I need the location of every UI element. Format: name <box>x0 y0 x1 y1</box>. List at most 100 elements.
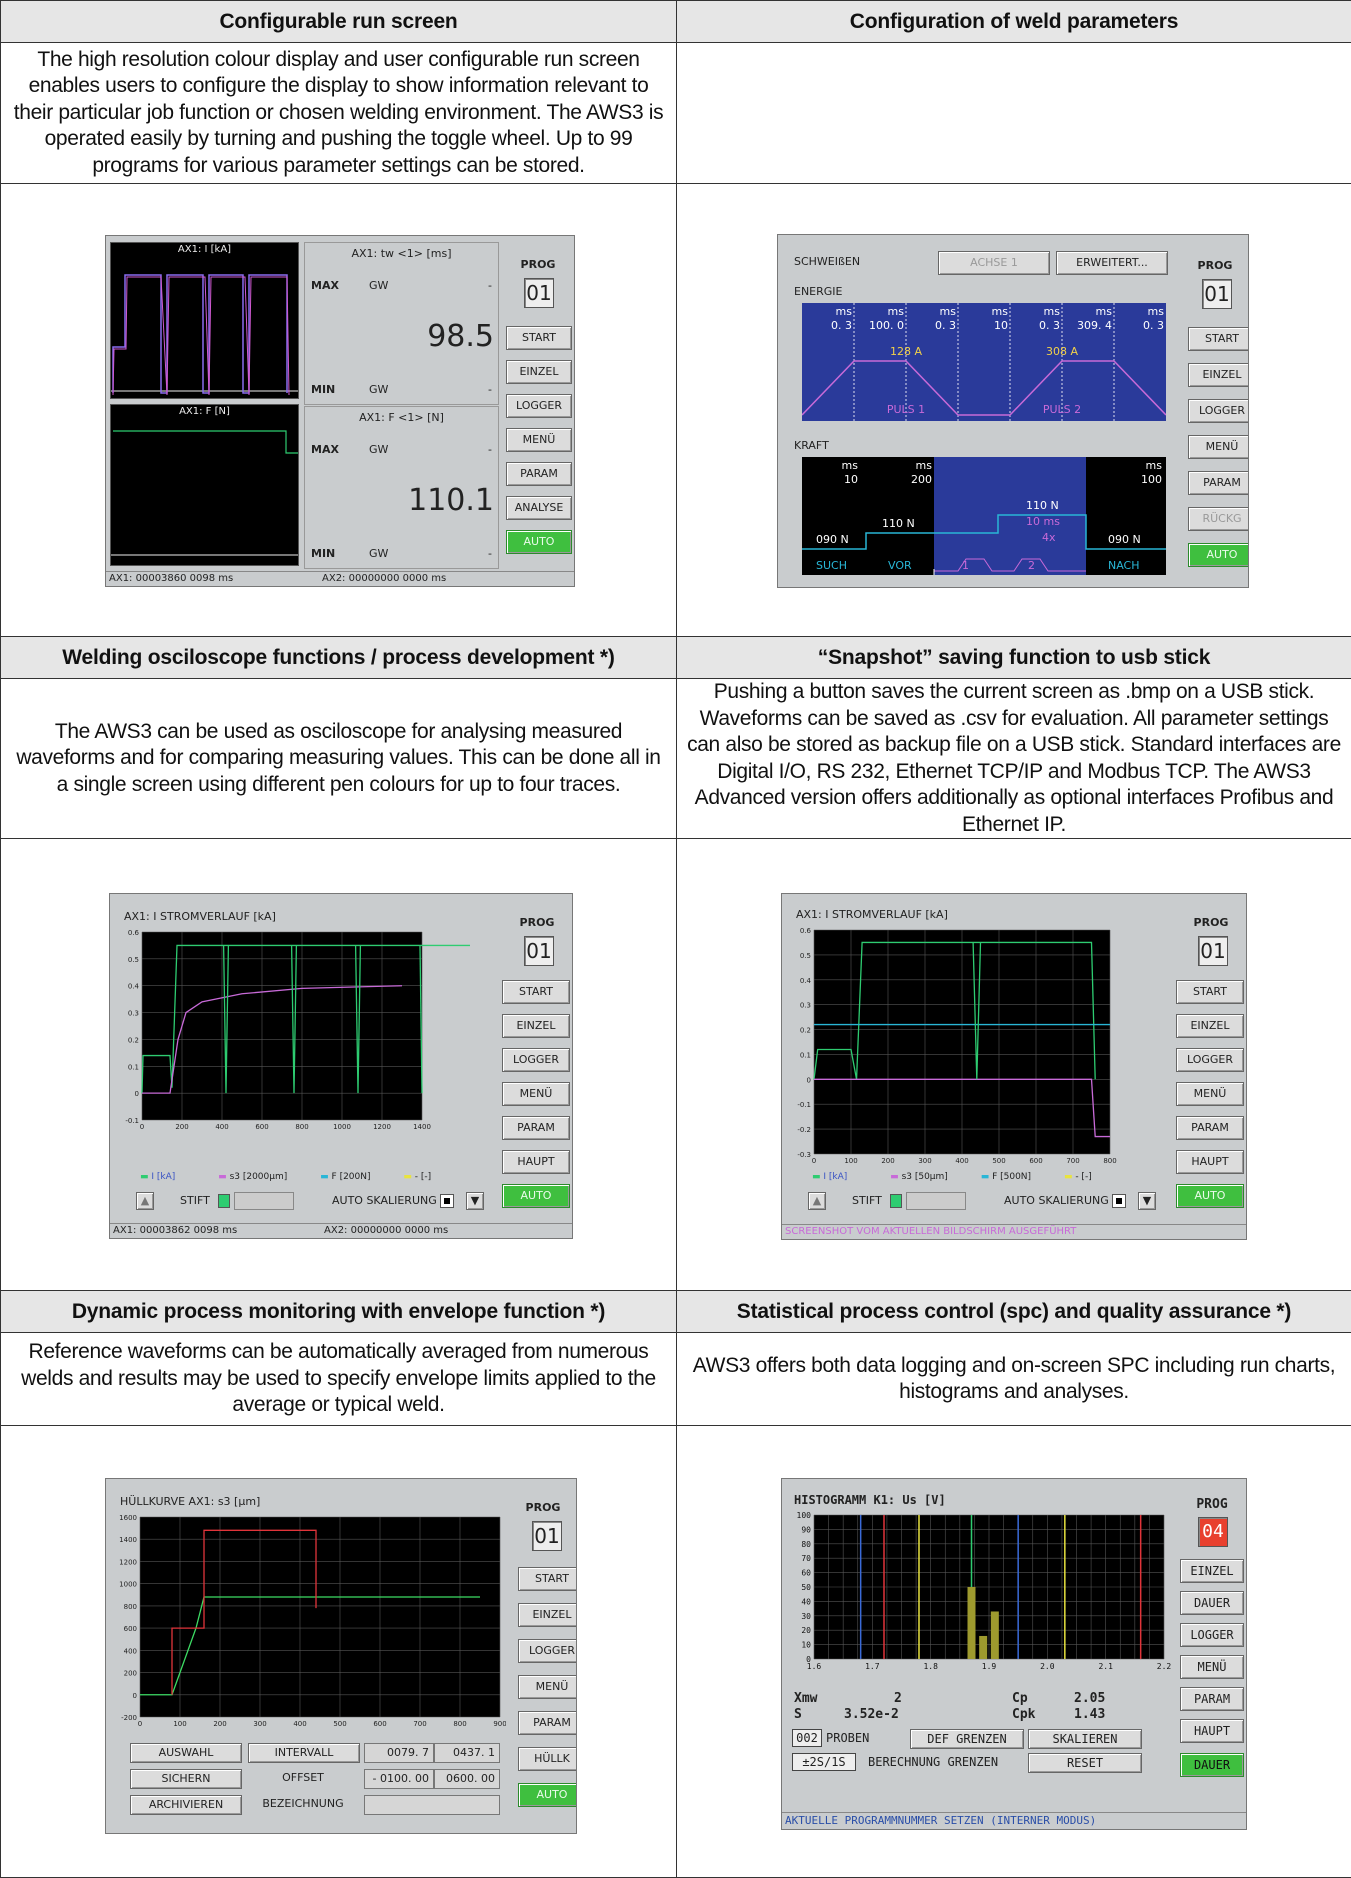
dash: - <box>488 383 492 396</box>
auto-button[interactable]: AUTO <box>502 1184 570 1208</box>
scale-button[interactable]: SKALIEREN <box>1028 1729 1142 1749</box>
prog-number[interactable]: 01 <box>1198 936 1228 966</box>
einzel-button[interactable]: EINZEL <box>1188 363 1249 387</box>
menu-button[interactable]: MENÜ <box>1180 1655 1244 1679</box>
start-button[interactable]: START <box>506 326 572 350</box>
prog-number[interactable]: 01 <box>524 278 554 308</box>
y-tick-label: 600 <box>124 1625 137 1633</box>
logger-button[interactable]: LOGGER <box>1176 1048 1244 1072</box>
y-tick-label: -0.1 <box>125 1117 139 1125</box>
interval-end-field[interactable]: 0437. 1 <box>434 1743 500 1763</box>
achse-button[interactable]: ACHSE 1 <box>938 251 1050 275</box>
bezeichnung-field[interactable] <box>364 1795 500 1815</box>
haupt-button[interactable]: HAUPT <box>502 1150 570 1174</box>
haupt-button[interactable]: HAUPT <box>1180 1719 1244 1743</box>
y-tick-label: 0.3 <box>128 1010 139 1018</box>
dash: - <box>488 279 492 292</box>
prog-number[interactable]: 01 <box>1202 279 1232 309</box>
y-tick-label: 50 <box>801 1583 811 1592</box>
samples-field[interactable]: 002 <box>792 1729 822 1747</box>
sigma-field[interactable]: ±2S/1S <box>792 1753 856 1771</box>
auto-scale-label: AUTO SKALIERUNG <box>1004 1194 1109 1207</box>
auto-button[interactable]: AUTO <box>506 530 572 554</box>
menu-button[interactable]: MENÜ <box>1176 1082 1244 1106</box>
y-tick-label: 1600 <box>119 1514 137 1522</box>
param-button[interactable]: PARAM <box>506 462 572 486</box>
screen-title: AX1: I STROMVERLAUF [kA] <box>124 910 276 923</box>
logger-button[interactable]: LOGGER <box>518 1639 577 1663</box>
kraft-time: 100 <box>1092 473 1162 486</box>
archivieren-button[interactable]: ARCHIVIEREN <box>130 1795 242 1815</box>
logger-button[interactable]: LOGGER <box>506 394 572 418</box>
param-button[interactable]: PARAM <box>1188 471 1249 495</box>
y-tick-label: 100 <box>797 1511 812 1520</box>
erweitert-button[interactable]: ERWEITERT... <box>1056 251 1168 275</box>
param-button[interactable]: PARAM <box>1176 1116 1244 1140</box>
auto-button[interactable]: AUTO <box>518 1783 577 1807</box>
sichern-button[interactable]: SICHERN <box>130 1769 242 1789</box>
histogram-bar <box>968 1587 976 1659</box>
legend-marker: ▬ <box>812 1172 821 1182</box>
offset-min-field[interactable]: - 0100. 00 <box>364 1769 434 1789</box>
menu-button[interactable]: MENÜ <box>502 1082 570 1106</box>
energie-label: ENERGIE <box>794 285 843 298</box>
interval-start-field[interactable]: 0079. 7 <box>364 1743 434 1763</box>
einzel-button[interactable]: EINZEL <box>518 1603 577 1627</box>
mid-ms: 10 ms <box>1026 515 1060 528</box>
scroll-down-button[interactable]: ▼ <box>1138 1192 1156 1210</box>
dauer-mode-button[interactable]: DAUER <box>1180 1753 1244 1777</box>
logger-button[interactable]: LOGGER <box>1188 399 1249 423</box>
auto-scale-checkbox[interactable] <box>1112 1194 1126 1208</box>
param-button[interactable]: PARAM <box>502 1116 570 1140</box>
param-button[interactable]: PARAM <box>518 1711 577 1735</box>
start-button[interactable]: START <box>1188 327 1249 351</box>
puls2-current: 308 A <box>1010 345 1114 358</box>
start-button[interactable]: START <box>502 980 570 1004</box>
logger-button[interactable]: LOGGER <box>502 1048 570 1072</box>
analyse-button[interactable]: ANALYSE <box>506 496 572 520</box>
start-button[interactable]: START <box>1176 980 1244 1004</box>
prog-number[interactable]: 01 <box>524 936 554 966</box>
scroll-down-button[interactable]: ▼ <box>466 1192 484 1210</box>
intervall-button[interactable]: INTERVALL <box>248 1743 360 1763</box>
param-button[interactable]: PARAM <box>1180 1687 1244 1711</box>
prog-number[interactable]: 04 <box>1198 1517 1228 1547</box>
prog-number[interactable]: 01 <box>532 1521 562 1551</box>
einzel-button[interactable]: EINZEL <box>502 1014 570 1038</box>
haupt-button[interactable]: HAUPT <box>1176 1150 1244 1174</box>
menu-button[interactable]: MENÜ <box>518 1675 577 1699</box>
auswahl-button[interactable]: AUSWAHL <box>130 1743 242 1763</box>
start-button[interactable]: START <box>518 1567 577 1591</box>
y-tick-label: 1000 <box>119 1581 137 1589</box>
def-limits-button[interactable]: DEF GRENZEN <box>910 1729 1024 1749</box>
offset-max-field[interactable]: 0600. 00 <box>434 1769 500 1789</box>
pen-color-swatch[interactable] <box>218 1194 230 1208</box>
scroll-up-button[interactable]: ▲ <box>136 1192 154 1210</box>
auto-button[interactable]: AUTO <box>1188 543 1249 567</box>
einzel-button[interactable]: EINZEL <box>1180 1559 1244 1583</box>
scroll-up-button[interactable]: ▲ <box>808 1192 826 1210</box>
menu-button[interactable]: MENÜ <box>506 428 572 452</box>
einzel-button[interactable]: EINZEL <box>1176 1014 1244 1038</box>
reset-button[interactable]: RESET <box>1028 1753 1142 1773</box>
prog-label: PROG <box>1178 1497 1246 1512</box>
rueckg-button[interactable]: RÜCKG <box>1188 507 1249 531</box>
auto-button[interactable]: AUTO <box>1176 1184 1244 1208</box>
auto-scale-checkbox[interactable] <box>440 1194 454 1208</box>
menu-button[interactable]: MENÜ <box>1188 435 1249 459</box>
phase-such: SUCH <box>816 559 847 572</box>
cpk-value: 1.43 <box>1074 1707 1105 1722</box>
pen-input[interactable] <box>234 1192 294 1210</box>
section-title: Configuration of weld parameters <box>677 1 1351 43</box>
huellk-button[interactable]: HÜLLK <box>518 1747 577 1771</box>
pen-input[interactable] <box>906 1192 966 1210</box>
min-label: MIN <box>311 383 335 396</box>
logger-button[interactable]: LOGGER <box>1180 1623 1244 1647</box>
pen-color-swatch[interactable] <box>890 1194 902 1208</box>
dauer-button[interactable]: DAUER <box>1180 1591 1244 1615</box>
legend-item: - [-] <box>415 1172 431 1182</box>
einzel-button[interactable]: EINZEL <box>506 360 572 384</box>
auto-scale-label: AUTO SKALIERUNG <box>332 1194 437 1207</box>
